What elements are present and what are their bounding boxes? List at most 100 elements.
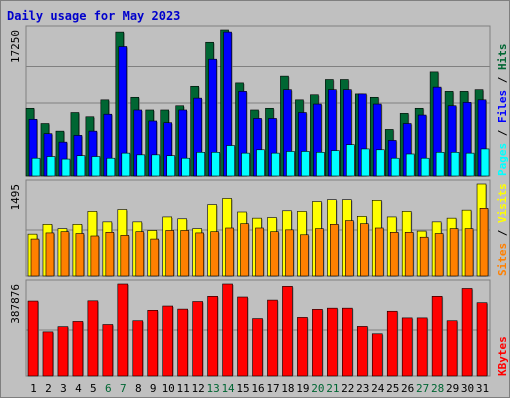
bar-sites-25 [389,232,399,277]
bar-sites-16 [255,227,264,277]
chart-title: Daily usage for May 2023 [7,9,181,23]
bar-pages-20 [316,152,325,177]
bar-pages-27 [420,157,430,177]
bar-kbytes-14 [222,283,233,377]
x-tick-label-1: 1 [30,382,37,395]
bar-kbytes-17 [267,299,278,377]
x-tick-label-13: 13 [206,382,219,395]
bar-sites-20 [315,228,324,277]
bar-pages-17 [271,152,280,177]
bar-kbytes-3 [57,326,69,377]
bar-kbytes-20 [312,309,323,377]
bar-pages-25 [390,157,400,177]
bar-sites-1 [30,238,40,277]
bar-sites-10 [165,230,175,277]
x-tick-label-17: 17 [266,382,279,395]
bar-pages-23 [360,148,370,177]
x-tick-label-24: 24 [371,382,385,395]
axis-label-separator: / [496,123,509,143]
bar-pages-1 [31,157,41,177]
bar-pages-12 [196,152,205,177]
bar-pages-8 [136,154,146,177]
x-tick-label-4: 4 [75,382,82,395]
x-tick-label-21: 21 [326,382,339,395]
bar-kbytes-11 [177,308,188,377]
x-tick-label-25: 25 [386,382,399,395]
bar-sites-27 [419,236,429,277]
axis-label-kbytes: KBytes [496,336,509,376]
x-tick-label-14: 14 [221,382,235,395]
bar-kbytes-28 [431,296,443,377]
bar-kbytes-30 [461,288,473,377]
bar-pages-9 [151,154,161,177]
x-tick-label-2: 2 [45,382,52,395]
x-tick-label-3: 3 [60,382,67,395]
x-tick-label-29: 29 [446,382,459,395]
axis-label-1: Pages / Files / Hits [496,44,509,177]
bar-pages-26 [405,153,415,177]
bar-kbytes-15 [237,296,248,377]
bar-sites-14 [225,227,234,277]
bar-kbytes-12 [192,301,203,377]
x-tick-label-23: 23 [356,382,369,395]
bar-sites-5 [90,235,100,277]
bar-sites-12 [195,232,204,277]
bar-pages-16 [256,149,265,177]
bar-kbytes-6 [102,324,114,377]
bar-sites-15 [240,223,249,277]
bar-sites-11 [180,230,189,277]
bar-sites-23 [359,223,369,277]
x-tick-label-31: 31 [476,382,489,395]
bar-kbytes-18 [282,286,293,377]
bar-kbytes-13 [207,296,218,377]
bar-pages-3 [61,158,71,177]
bar-kbytes-31 [476,302,488,377]
bar-pages-14 [226,145,235,177]
x-tick-label-27: 27 [416,382,429,395]
x-tick-label-19: 19 [296,382,309,395]
axis-label-files: Files [496,90,509,123]
x-tick-label-11: 11 [177,382,190,395]
y-max-label-3: 387876 [9,284,22,324]
bar-kbytes-21 [327,307,338,377]
axis-label-separator: / [496,70,509,90]
bar-sites-6 [105,232,115,277]
x-tick-label-16: 16 [251,382,264,395]
bar-sites-28 [434,233,444,277]
bar-pages-6 [106,157,116,177]
axis-label-2: Sites / Visits [496,183,509,276]
bar-pages-2 [46,156,56,177]
bar-kbytes-22 [342,307,353,377]
y-max-label-1: 17250 [9,30,22,63]
bar-kbytes-27 [416,317,428,377]
bar-sites-31 [479,208,489,277]
x-tick-label-22: 22 [341,382,354,395]
x-tick-label-18: 18 [281,382,294,395]
bar-pages-31 [480,148,490,177]
bar-kbytes-5 [87,300,99,377]
bar-pages-24 [375,149,385,177]
bar-pages-5 [91,156,101,177]
x-tick-label-7: 7 [120,382,127,395]
x-tick-label-12: 12 [192,382,205,395]
y-max-label-2: 1495 [9,184,22,211]
bar-sites-8 [135,231,145,277]
axis-label-3: KBytes [496,336,509,376]
x-tick-label-26: 26 [401,382,414,395]
x-tick-label-28: 28 [431,382,444,395]
bar-kbytes-16 [252,318,263,377]
bar-kbytes-7 [117,283,129,377]
bar-pages-30 [465,152,475,177]
bar-sites-2 [45,232,55,277]
bar-kbytes-25 [386,310,398,377]
axis-label-visits: Visits [496,183,509,223]
x-tick-label-8: 8 [135,382,142,395]
bar-sites-17 [270,231,279,277]
bar-pages-4 [76,155,86,177]
bar-sites-29 [449,228,459,277]
bar-kbytes-29 [446,320,458,377]
bar-kbytes-8 [132,320,144,377]
bar-pages-28 [435,152,445,177]
axis-label-hits: Hits [496,44,509,71]
bar-sites-26 [404,232,414,277]
